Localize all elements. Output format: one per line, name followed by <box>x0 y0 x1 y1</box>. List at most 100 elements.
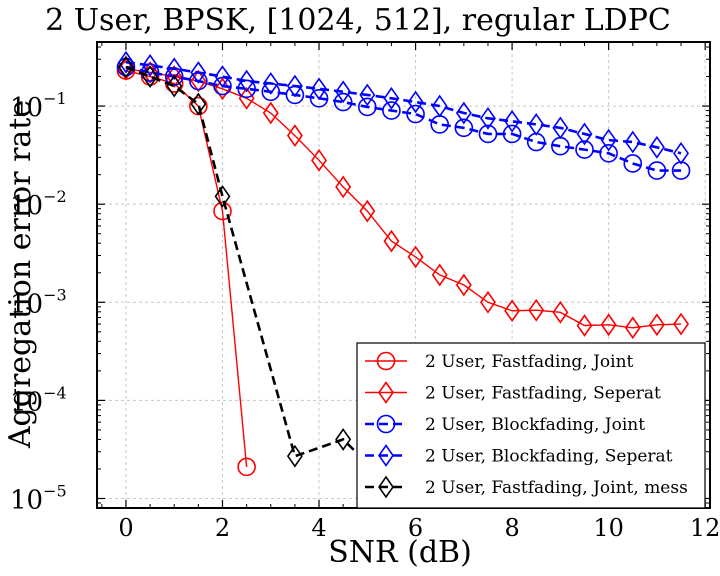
legend-label: 2 User, Blockfading, Joint <box>425 415 645 435</box>
data-point <box>479 290 496 314</box>
data-point <box>383 229 400 253</box>
data-point <box>286 444 303 468</box>
x-axis-label: SNR (dB) <box>328 535 472 570</box>
data-point <box>140 67 160 86</box>
data-point <box>116 57 136 77</box>
data-point <box>624 130 641 154</box>
data-point <box>528 113 545 136</box>
data-point <box>455 101 472 125</box>
legend-swatch-marker <box>378 475 394 499</box>
data-point <box>142 65 159 88</box>
series-4 <box>117 50 690 165</box>
data-point <box>335 428 352 451</box>
legend-label: 2 User, Blockfading, Seperat <box>425 447 673 467</box>
x-tick-label: 0 <box>118 514 133 542</box>
data-point <box>309 89 329 108</box>
data-point <box>382 101 401 120</box>
data-point <box>333 92 353 112</box>
legend-swatch-marker <box>378 381 394 404</box>
x-tick-label: 12 <box>690 514 720 542</box>
data-point <box>502 124 522 144</box>
y-axis-label: Aggregation error rate <box>3 100 38 449</box>
series-line <box>125 60 682 155</box>
y-tick-label: 10−2 <box>10 187 67 221</box>
x-tick-label: 2 <box>215 514 230 542</box>
data-point <box>647 161 667 180</box>
x-tick-label: 6 <box>408 514 423 542</box>
data-point <box>286 124 303 148</box>
data-point <box>576 122 593 146</box>
data-point <box>117 50 134 74</box>
data-point <box>431 263 448 287</box>
data-point <box>406 104 425 124</box>
data-point <box>673 141 690 165</box>
data-point <box>166 74 183 98</box>
data-point <box>600 313 617 337</box>
data-point <box>238 69 255 93</box>
data-point <box>262 72 279 95</box>
data-point <box>214 65 231 88</box>
data-point <box>357 97 377 117</box>
data-point <box>479 106 496 130</box>
data-point <box>237 79 256 99</box>
series-1 <box>116 61 256 477</box>
data-point <box>528 298 545 322</box>
data-point <box>599 144 618 163</box>
chart-title: 2 User, BPSK, [1024, 512], regular LDPC <box>45 3 671 38</box>
data-point <box>648 135 665 159</box>
x-tick-label: 4 <box>311 514 326 542</box>
data-point <box>552 300 569 324</box>
data-point <box>190 92 207 116</box>
data-point <box>335 80 352 104</box>
plot-area: 0 2 4 6 8 10 12 10−5 10−4 10−3 10−2 10−1 <box>10 41 720 542</box>
y-tick-label: 10−3 <box>10 285 67 319</box>
data-point <box>190 61 207 84</box>
data-point <box>576 314 593 337</box>
data-point <box>648 313 665 337</box>
data-point <box>142 53 159 77</box>
data-point <box>407 90 424 114</box>
data-point <box>624 316 641 340</box>
data-point <box>213 201 232 221</box>
x-tick-label: 10 <box>593 514 624 542</box>
data-point <box>552 116 569 140</box>
legend-swatch-marker <box>376 351 396 371</box>
series-line <box>125 65 682 172</box>
x-tick-label: 8 <box>504 514 519 542</box>
data-point <box>262 101 279 125</box>
data-point <box>190 69 207 93</box>
data-point <box>166 57 183 81</box>
legend-label: 2 User, Fastfading, Seperat <box>425 384 661 404</box>
y-tick-label: 10−1 <box>10 89 67 123</box>
legend-swatch-marker <box>378 444 394 467</box>
legend-label: 2 User, Fastfading, Joint, mess <box>425 478 688 498</box>
data-point <box>359 83 376 107</box>
data-point <box>213 76 232 96</box>
data-point <box>431 94 448 118</box>
data-point <box>359 199 376 223</box>
data-point <box>311 148 328 172</box>
legend-box <box>356 342 706 509</box>
data-point <box>600 128 617 152</box>
data-point <box>478 124 498 144</box>
data-point <box>504 299 521 323</box>
legend-label: 2 User, Fastfading, Joint <box>425 352 634 372</box>
data-point <box>383 86 400 110</box>
data-point <box>575 140 594 159</box>
data-point <box>286 74 303 98</box>
data-point <box>454 118 474 138</box>
data-point <box>504 109 521 133</box>
series-line <box>125 65 393 489</box>
data-point <box>455 273 472 297</box>
data-point <box>237 457 256 477</box>
data-point <box>117 55 134 79</box>
series-line <box>125 69 248 467</box>
data-point <box>673 312 690 336</box>
data-point <box>214 185 231 208</box>
y-tick-label: 10−5 <box>10 481 67 515</box>
data-point <box>407 245 424 269</box>
data-point <box>623 154 643 173</box>
data-point <box>311 77 328 101</box>
legend-swatch-marker <box>376 414 396 434</box>
